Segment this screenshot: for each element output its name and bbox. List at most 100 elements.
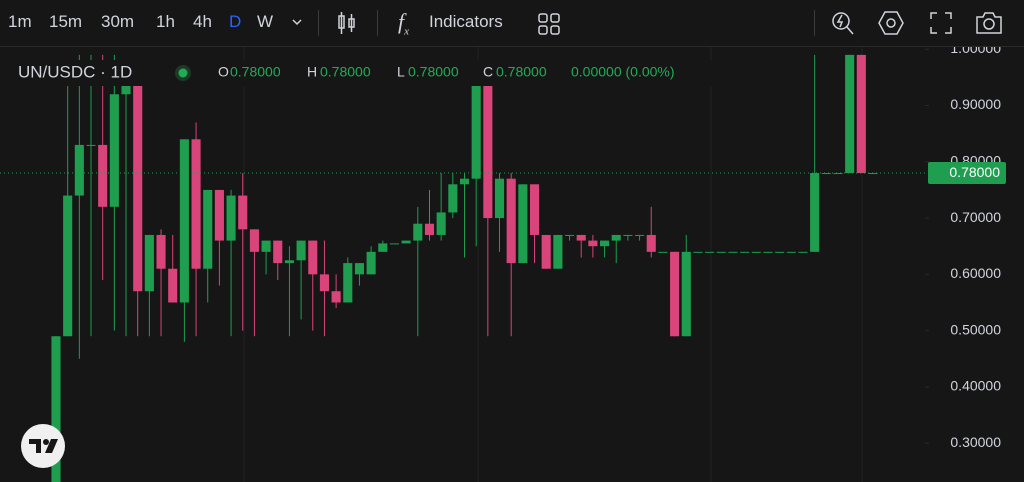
candle-body (459, 178, 470, 185)
logo-glyph (45, 439, 58, 453)
y-tick-label: 0.40000 (950, 378, 1001, 394)
interval-button[interactable]: 4h (193, 12, 212, 31)
candle-body (483, 66, 493, 219)
candle-body (366, 251, 376, 275)
candle-body (214, 189, 224, 241)
candle-body (751, 251, 761, 253)
candle-body (121, 83, 131, 95)
candle-body (261, 240, 271, 252)
candle-body (821, 173, 831, 175)
legend: UN/USDC · 1D O 0.78000 H 0.78000 L 0.780… (8, 60, 718, 86)
candle-body (588, 240, 598, 247)
candle-body (845, 54, 855, 174)
open-label: O (218, 64, 229, 80)
interval-button[interactable]: D (229, 12, 242, 31)
candle-body (810, 173, 820, 252)
y-tick-label: 0.90000 (950, 96, 1001, 112)
separator (318, 10, 319, 36)
candle-body (740, 251, 750, 253)
logo-glyph (29, 439, 44, 453)
candle-body (63, 195, 73, 337)
low-label: L (397, 64, 405, 80)
candle-body (448, 184, 458, 213)
candle-body (436, 212, 446, 235)
indicators-button[interactable]: Indicators (429, 12, 503, 31)
candle-body (331, 291, 341, 303)
candle-body (833, 173, 843, 175)
candle-body (728, 251, 738, 253)
toolbar: 1m 15m 30m 1h 4h D W fx Indicators (0, 0, 1024, 47)
separator (814, 10, 815, 36)
candle-body (681, 251, 691, 337)
candle-body (775, 251, 785, 253)
interval-button[interactable]: 15m (49, 12, 83, 31)
candle-body (319, 274, 329, 292)
interval-button[interactable]: 30m (101, 12, 135, 31)
candle-body (413, 223, 423, 241)
candle-body (133, 83, 143, 292)
quick-search-icon[interactable] (830, 9, 856, 37)
candle-body (471, 66, 481, 179)
high-label: H (307, 64, 317, 80)
candle-body (494, 178, 505, 219)
y-tick-label: 0.70000 (950, 209, 1001, 225)
candle-body (553, 234, 563, 269)
y-tick-label: 1.00000 (950, 47, 1001, 56)
candle-body (518, 184, 528, 264)
candle-body (308, 240, 318, 275)
candle-body (98, 144, 108, 207)
candle-body (705, 251, 715, 253)
layout-icon[interactable] (537, 12, 561, 36)
settings-icon[interactable] (877, 9, 905, 37)
candle-body (670, 251, 680, 337)
candle-body (856, 54, 866, 174)
close-value: 0.78000 (496, 64, 547, 80)
interval-button[interactable]: W (257, 12, 274, 31)
logo-circle (21, 424, 65, 468)
candle-body (354, 263, 365, 275)
candle-body (693, 251, 703, 253)
candle-body (389, 243, 400, 245)
fullscreen-icon[interactable] (929, 11, 953, 35)
logo-glyph (43, 439, 49, 445)
candle-body (179, 139, 189, 303)
interval-button[interactable]: 1h (156, 12, 175, 31)
candle-body (763, 251, 773, 253)
low-value: 0.78000 (408, 64, 459, 80)
dropdown-arrow[interactable] (290, 15, 304, 29)
candle-body (343, 263, 353, 303)
last-price-marker (928, 162, 1006, 185)
candle-body (168, 268, 178, 303)
tradingview-logo (21, 424, 65, 468)
interval-button[interactable]: 1m (8, 12, 32, 31)
open-value: 0.78000 (230, 64, 281, 80)
candle-body (238, 195, 248, 230)
separator (377, 10, 378, 36)
candle-body (506, 178, 516, 264)
candle-body (144, 234, 154, 292)
candle-body (86, 144, 96, 146)
candle-body (203, 189, 213, 269)
y-tick-label: 0.60000 (950, 265, 1001, 281)
candle-body (786, 251, 796, 253)
indicators-icon[interactable]: fx (398, 9, 410, 38)
change-value: 0.00000 (0.00%) (571, 64, 675, 80)
candle-body (611, 234, 621, 241)
symbol: UN/USDC · 1D (18, 62, 132, 81)
candle-body (716, 251, 726, 253)
candle-body (646, 234, 656, 252)
candle-body (658, 251, 668, 253)
candle-body (623, 234, 633, 236)
candle-body (378, 243, 388, 252)
high-value: 0.78000 (320, 64, 371, 80)
candle-type-icon[interactable] (336, 10, 358, 36)
close-label: C (483, 64, 493, 80)
candle-body (401, 240, 411, 244)
screenshot-icon[interactable] (975, 10, 1003, 36)
candle-body (564, 234, 575, 236)
candle-body (798, 251, 808, 253)
candle-body (273, 240, 283, 264)
status-dot (178, 68, 188, 78)
candle-body (109, 94, 119, 207)
